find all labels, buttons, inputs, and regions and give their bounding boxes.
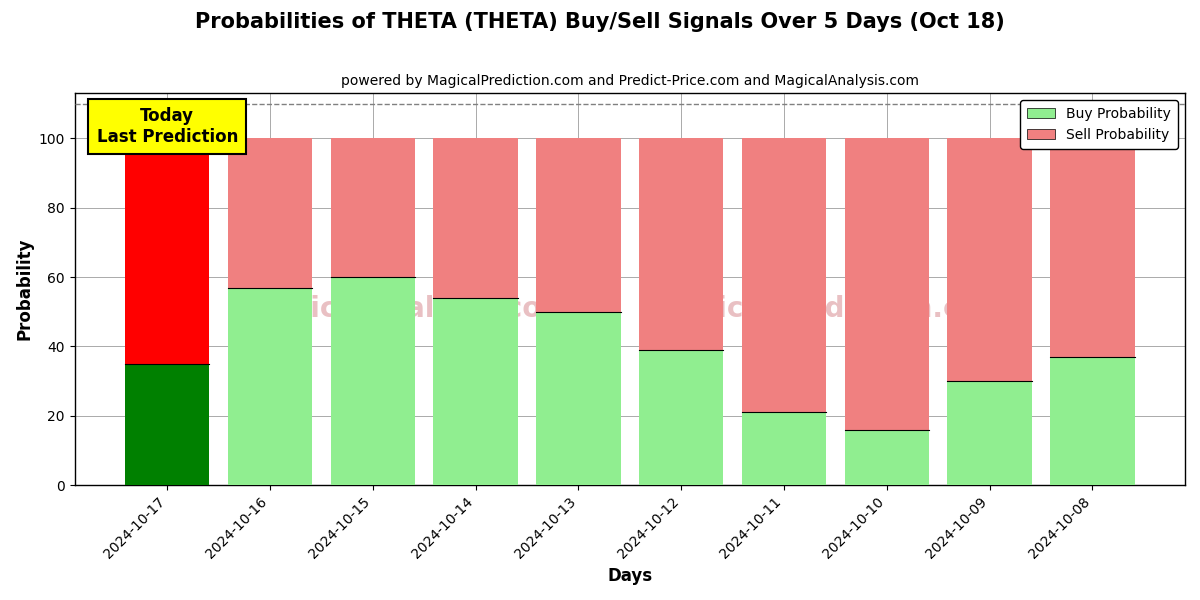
Text: Probabilities of THETA (THETA) Buy/Sell Signals Over 5 Days (Oct 18): Probabilities of THETA (THETA) Buy/Sell … bbox=[196, 12, 1004, 32]
Bar bbox=[742, 412, 826, 485]
X-axis label: Days: Days bbox=[607, 567, 653, 585]
Bar bbox=[536, 139, 620, 312]
Bar bbox=[331, 139, 415, 277]
Bar bbox=[125, 364, 210, 485]
Bar bbox=[948, 381, 1032, 485]
Bar bbox=[433, 298, 517, 485]
Bar bbox=[845, 139, 929, 430]
Text: MagicalAnalysis.com: MagicalAnalysis.com bbox=[245, 295, 571, 323]
Bar bbox=[331, 277, 415, 485]
Bar bbox=[948, 139, 1032, 381]
Bar bbox=[536, 312, 620, 485]
Bar bbox=[228, 139, 312, 287]
Bar bbox=[1050, 139, 1134, 357]
Bar bbox=[640, 139, 724, 350]
Bar bbox=[1050, 357, 1134, 485]
Text: Today
Last Prediction: Today Last Prediction bbox=[96, 107, 238, 146]
Bar bbox=[742, 139, 826, 412]
Bar bbox=[845, 430, 929, 485]
Text: MagicalPrediction.com: MagicalPrediction.com bbox=[652, 295, 1008, 323]
Legend: Buy Probability, Sell Probability: Buy Probability, Sell Probability bbox=[1020, 100, 1178, 149]
Bar bbox=[640, 350, 724, 485]
Y-axis label: Probability: Probability bbox=[16, 238, 34, 340]
Bar bbox=[433, 139, 517, 298]
Title: powered by MagicalPrediction.com and Predict-Price.com and MagicalAnalysis.com: powered by MagicalPrediction.com and Pre… bbox=[341, 74, 919, 88]
Bar bbox=[228, 287, 312, 485]
Bar bbox=[125, 139, 210, 364]
